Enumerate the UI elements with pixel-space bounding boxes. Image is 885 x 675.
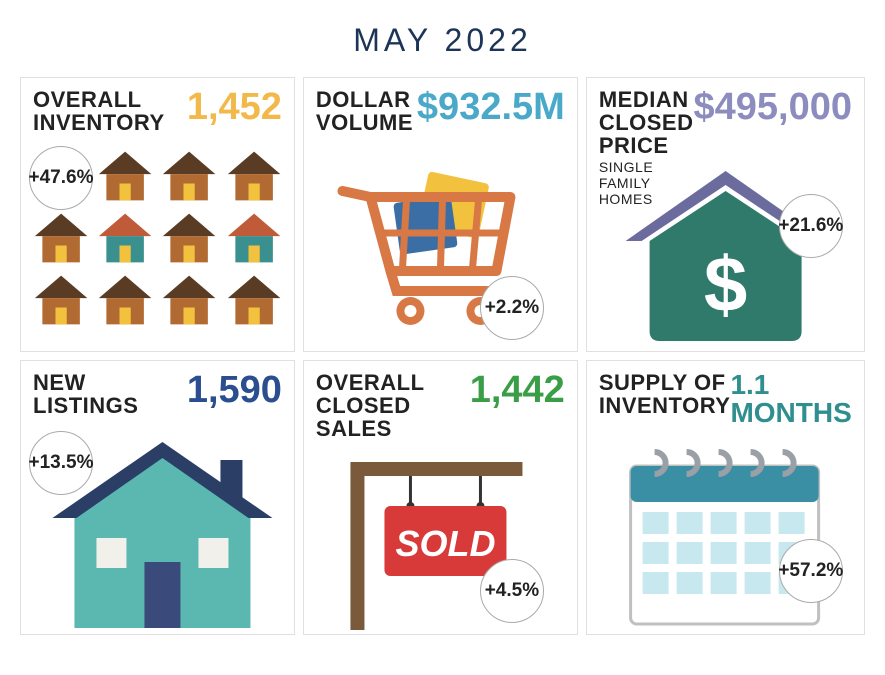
card-value: $932.5M <box>417 88 565 126</box>
calendar-icon <box>587 434 864 634</box>
card-value: $495,000 <box>694 88 853 126</box>
card-dollar-volume: DOLLARVOLUME $932.5M + <box>303 77 578 352</box>
card-label: OVERALLCLOSED SALES <box>316 371 470 440</box>
card-supply-of-inventory: SUPPLY OFINVENTORY 1.1 MONTHS <box>586 360 865 635</box>
card-new-listings: NEWLISTINGS 1,590 +13.5% <box>20 360 295 635</box>
change-badge: +2.2% <box>480 276 544 340</box>
svg-text:$: $ <box>704 240 747 328</box>
card-overall-inventory: OVERALLINVENTORY 1,452 +47.6% <box>20 77 295 352</box>
page-title: MAY 2022 <box>0 0 885 77</box>
change-badge: +47.6% <box>29 146 93 210</box>
card-value: 1,452 <box>187 88 282 126</box>
stat-grid: OVERALLINVENTORY 1,452 +47.6% DOLLARVOLU… <box>0 77 885 635</box>
card-value: 1,442 <box>470 371 565 409</box>
card-label: SUPPLY OFINVENTORY <box>599 371 731 417</box>
change-badge: +13.5% <box>29 431 93 495</box>
svg-text:SOLD: SOLD <box>395 523 495 564</box>
card-label: MEDIANCLOSED PRICE <box>599 88 694 157</box>
change-badge: +57.2% <box>779 539 843 603</box>
change-badge: +21.6% <box>779 194 843 258</box>
change-badge: +4.5% <box>480 559 544 623</box>
card-median-closed-price: MEDIANCLOSED PRICE SINGLE FAMILY HOMES $… <box>586 77 865 352</box>
card-label: OVERALLINVENTORY <box>33 88 165 134</box>
card-value: 1,590 <box>187 371 282 409</box>
card-label: DOLLARVOLUME <box>316 88 413 134</box>
card-overall-closed-sales: OVERALLCLOSED SALES 1,442 SOLD +4.5% <box>303 360 578 635</box>
card-value: 1.1 MONTHS <box>730 371 852 427</box>
card-label: NEWLISTINGS <box>33 371 138 417</box>
